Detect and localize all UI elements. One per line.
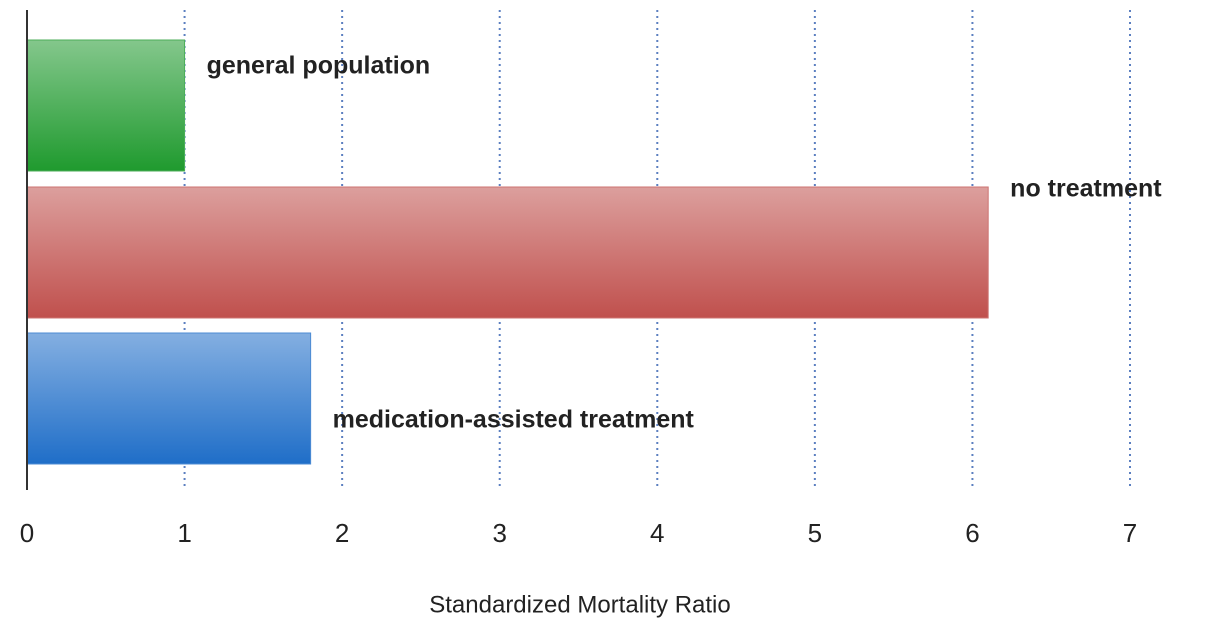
bar [26,186,989,319]
x-tick-label: 7 [1123,518,1137,548]
bar [26,332,312,465]
category-label: general population [207,52,431,80]
x-tick-label: 2 [335,518,349,548]
x-tick-label: 1 [177,518,191,548]
x-tick-label: 5 [808,518,822,548]
x-tick-label: 3 [492,518,506,548]
x-tick-label: 4 [650,518,664,548]
category-label: medication-assisted treatment [333,406,695,434]
x-tick-label: 0 [20,518,34,548]
bar [26,39,186,172]
x-tick-label: 6 [965,518,979,548]
category-label: no treatment [1010,175,1162,203]
x-axis-title: Standardized Mortality Ratio [429,591,730,618]
